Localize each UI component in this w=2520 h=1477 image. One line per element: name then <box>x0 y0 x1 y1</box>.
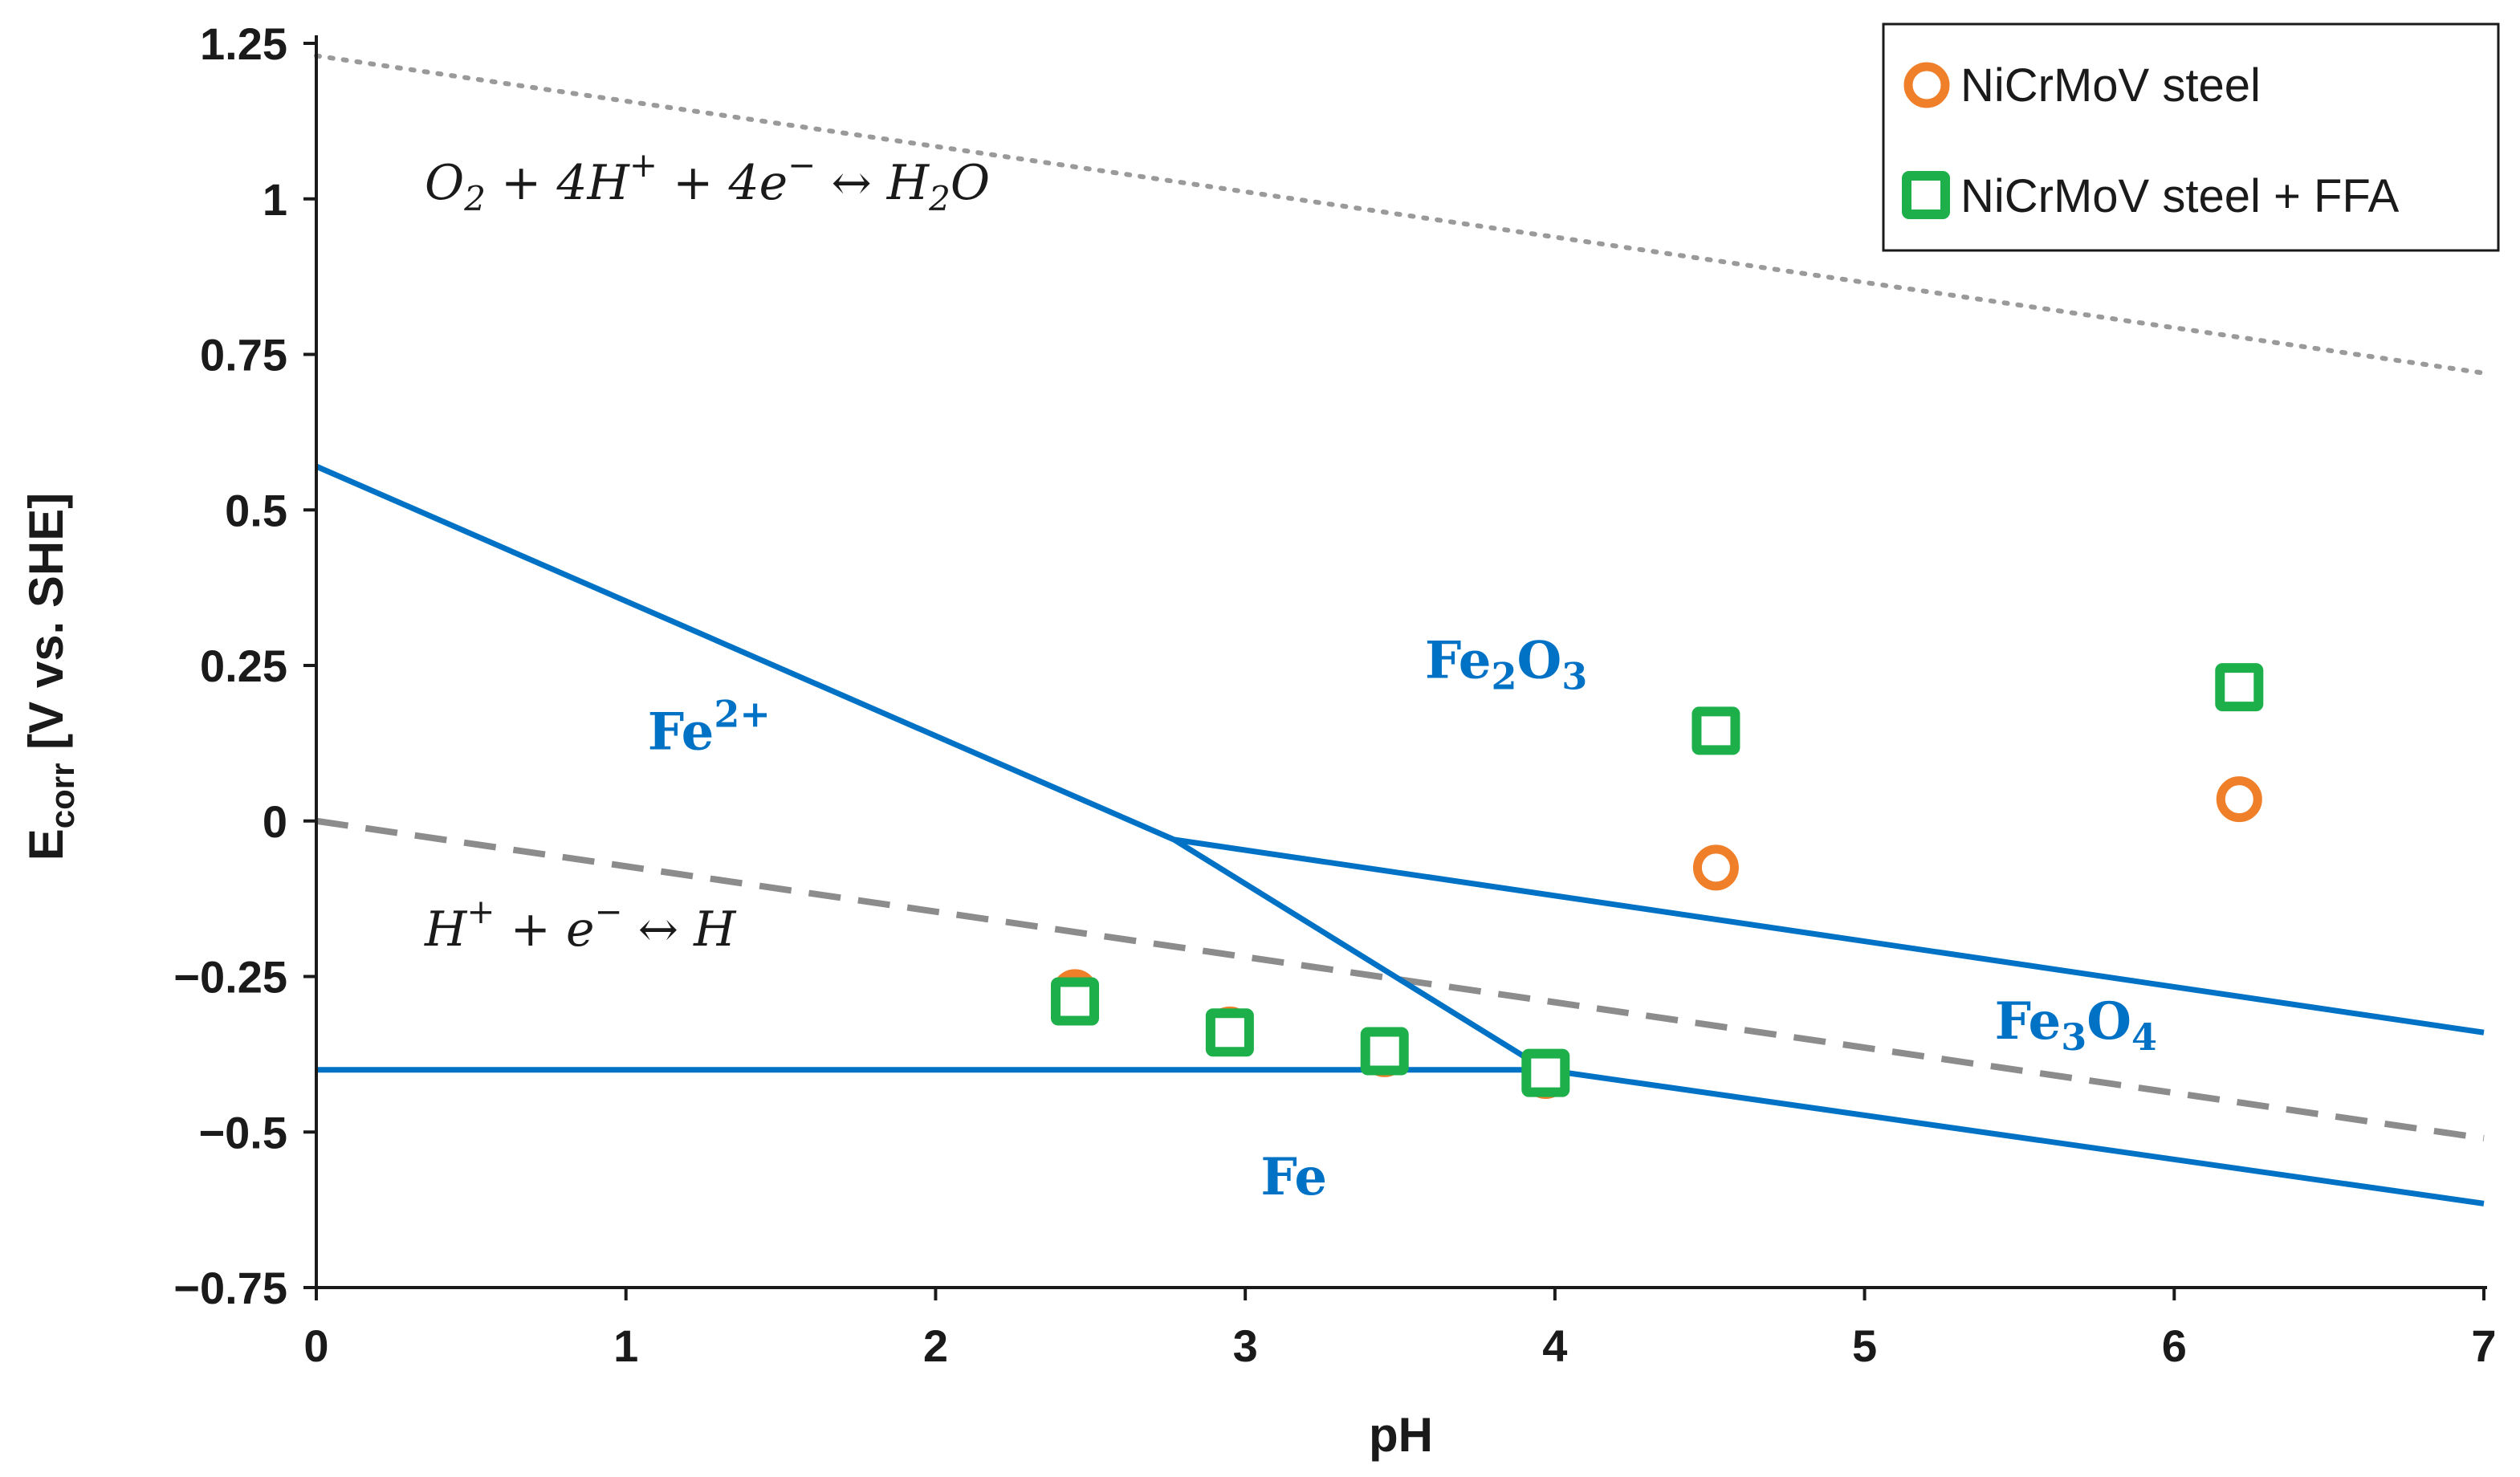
nicrmov-steel-ffa-point <box>2215 663 2264 712</box>
nicrmov-steel-ffa-point <box>1205 1008 1254 1057</box>
y-tick-label: 1 <box>263 174 287 225</box>
legend-marker-circle <box>1903 62 1950 108</box>
region-label: Fe <box>1260 1147 1327 1207</box>
x-tick-label: 1 <box>613 1320 638 1371</box>
phase-boundary-line <box>1173 836 2485 1036</box>
x-tick-label: 5 <box>1852 1320 1877 1371</box>
y-tick-label: 0.25 <box>200 641 287 691</box>
y-tick-label: −0.75 <box>173 1263 287 1313</box>
nicrmov-steel-ffa-point <box>1521 1048 1570 1097</box>
x-tick-label: 4 <box>1542 1320 1567 1371</box>
legend-box <box>1882 22 2500 252</box>
legend-label-nicrmov-ffa: NiCrMoV steel + FFA <box>1960 170 2400 222</box>
x-axis-title: pH <box>1369 1408 1433 1462</box>
x-tick-label: 2 <box>923 1320 948 1371</box>
phase-boundary-line <box>315 463 1548 1072</box>
legend-marker-square <box>1902 171 1950 219</box>
annotations: O2 + 4H+ + 4e− ↔ H2O H+ + e− ↔ H Fe2+ Fe2O3… <box>424 145 2157 1207</box>
nicrmov-steel-ffa-point <box>1051 977 1099 1026</box>
x-tick-label: 3 <box>1233 1320 1258 1371</box>
y-tick-label: 0 <box>263 796 287 847</box>
region-label: Fe2+ <box>648 693 771 763</box>
nicrmov-steel-ffa-point <box>1360 1027 1409 1076</box>
y-tick-label: 1.25 <box>200 18 287 69</box>
nicrmov-steel-ffa-point <box>1692 706 1740 755</box>
y-axis-title-main: E <box>19 828 73 861</box>
y-tick-label: 0.5 <box>225 485 287 535</box>
phase-boundary-line <box>1545 1067 2485 1206</box>
y-axis-title-rest: [V vs. SHE] <box>19 493 73 763</box>
y-tick-label: 0.75 <box>200 330 287 380</box>
y-axis-title-sub: corr <box>43 763 81 829</box>
equation-label: H+ + e− ↔ H <box>424 892 737 958</box>
x-tick-label: 7 <box>2471 1320 2496 1371</box>
equilibrium-lines <box>314 53 2486 1206</box>
nicrmov-steel-point <box>2216 776 2262 823</box>
y-axis-title: Ecorr [V vs. SHE] <box>19 493 81 861</box>
data-markers <box>1051 663 2264 1099</box>
legend: NiCrMoV steel NiCrMoV steel + FFA <box>1882 22 2500 252</box>
y-tick-label: −0.5 <box>198 1107 287 1158</box>
nicrmov-steel-point <box>1692 844 1739 891</box>
oxygen-equilibrium-line <box>314 53 2486 376</box>
equation-label: O2 + 4H+ + 4e− ↔ H2O <box>425 145 990 218</box>
x-tick-label: 6 <box>2162 1320 2187 1371</box>
x-tick-label: 0 <box>303 1320 328 1371</box>
axes: 1.25 1 0.75 0.5 0.25 0 −0.25 −0.5 −0.75 0 1 2 3 4 5 6 7 <box>173 18 2496 1371</box>
region-label: Fe2O3 <box>1425 631 1587 698</box>
y-tick-label: −0.25 <box>173 952 287 1003</box>
region-label: Fe3O4 <box>1995 991 2157 1059</box>
legend-label-nicrmov: NiCrMoV steel <box>1960 59 2261 112</box>
